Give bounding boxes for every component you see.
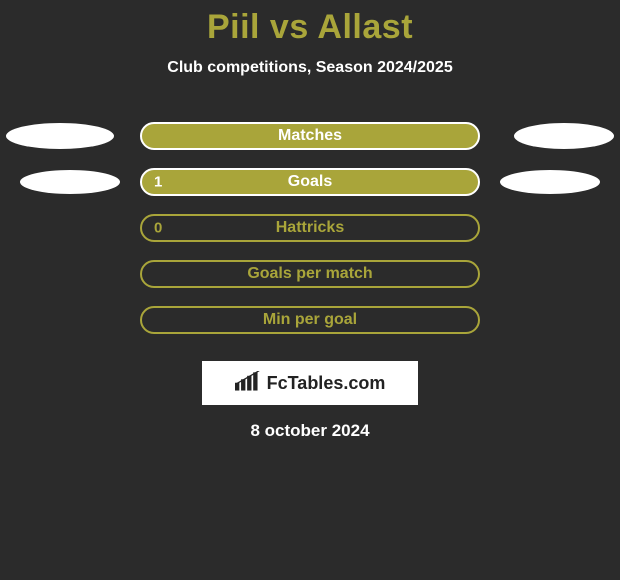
stat-bar-goals_per_match: Goals per match	[140, 260, 480, 288]
left-lozenge-matches	[6, 123, 114, 149]
stat-bar-min_per_goal: Min per goal	[140, 306, 480, 334]
stat-row-hattricks: Hattricks0	[0, 205, 620, 251]
stat-rows: Matches Goals1 Hattricks0 Goals per match Mi…	[0, 113, 620, 343]
left-lozenge-goals	[20, 170, 120, 194]
comparison-subtitle: Club competitions, Season 2024/2025	[0, 59, 620, 77]
stat-row-goals_per_match: Goals per match	[0, 251, 620, 297]
report-date: 8 october 2024	[0, 421, 620, 441]
source-logo-box: FcTables.com	[202, 361, 418, 405]
stat-label-min_per_goal: Min per goal	[142, 311, 478, 329]
stat-row-goals: Goals1	[0, 159, 620, 205]
stat-bar-hattricks: Hattricks0	[140, 214, 480, 242]
right-lozenge-goals	[500, 170, 600, 194]
stat-label-goals: Goals	[142, 173, 478, 191]
stat-row-matches: Matches	[0, 113, 620, 159]
stat-left-value-goals: 1	[154, 174, 162, 191]
stat-left-value-hattricks: 0	[154, 220, 162, 237]
comparison-title: Piil vs Allast	[0, 8, 620, 47]
stat-label-hattricks: Hattricks	[142, 219, 478, 237]
stat-label-matches: Matches	[142, 127, 478, 145]
source-logo-text: FcTables.com	[267, 373, 386, 394]
right-lozenge-matches	[514, 123, 614, 149]
stat-bar-matches: Matches	[140, 122, 480, 150]
bars-icon	[235, 371, 261, 396]
stat-row-min_per_goal: Min per goal	[0, 297, 620, 343]
stat-bar-goals: Goals1	[140, 168, 480, 196]
stat-label-goals_per_match: Goals per match	[142, 265, 478, 283]
